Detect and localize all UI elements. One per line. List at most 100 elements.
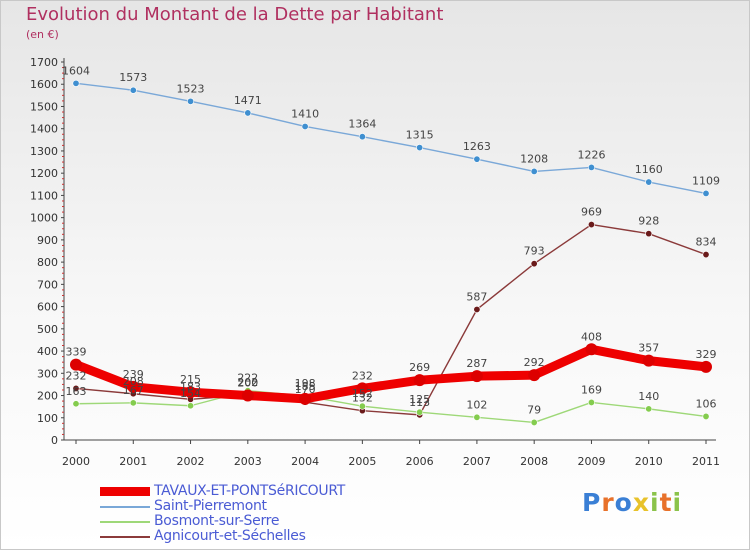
legend-item-saint-pierremont[interactable]: Saint-Pierremont [100, 498, 420, 514]
y-tick-label: 1400 [30, 123, 58, 136]
data-label: 232 [352, 369, 373, 382]
y-minor-tick [62, 206, 64, 208]
y-tick-label: 200 [37, 390, 58, 403]
y-minor-tick [62, 333, 64, 335]
data-point [72, 400, 80, 408]
series-line [71, 344, 711, 404]
data-point [244, 109, 252, 117]
logo-letter: x [632, 488, 650, 517]
data-point [530, 167, 538, 175]
data-label: 408 [581, 330, 602, 343]
data-label: 113 [409, 396, 430, 409]
legend: TAVAUX-ET-PONTSéRICOURT Saint-Pierremont… [100, 483, 420, 544]
data-point [587, 398, 595, 406]
y-minor-tick [62, 78, 64, 80]
data-point [129, 86, 137, 94]
data-point [358, 133, 366, 141]
data-label: 167 [123, 384, 144, 397]
y-minor-tick [62, 139, 64, 141]
data-point [358, 402, 366, 410]
logo-letter: o [614, 488, 633, 517]
data-label: 1160 [635, 163, 663, 176]
series-line [75, 223, 707, 416]
x-tick-label: 2008 [520, 455, 548, 468]
data-label: 132 [352, 392, 373, 405]
data-point [301, 122, 309, 130]
logo-letter: t [659, 488, 673, 517]
legend-item-agnicourt[interactable]: Agnicourt-et-Séchelles [100, 528, 420, 544]
y-minor-tick [62, 200, 64, 202]
y-minor-tick [62, 433, 64, 435]
data-label: 357 [638, 342, 659, 355]
legend-item-tavaux[interactable]: TAVAUX-ET-PONTSéRICOURT [100, 483, 420, 499]
data-label: 239 [123, 368, 144, 381]
y-minor-tick [62, 161, 64, 163]
data-point [585, 343, 598, 356]
x-tick-label: 2003 [234, 455, 262, 468]
legend-swatch-agnicourt [100, 536, 150, 538]
y-minor-tick [62, 89, 64, 91]
data-label: 928 [638, 215, 659, 228]
data-point [587, 221, 595, 229]
data-label: 202 [237, 376, 258, 389]
y-tick-label: 800 [37, 256, 58, 269]
data-label: 222 [237, 372, 258, 385]
logo-letter: i [672, 488, 683, 517]
y-tick-label: 500 [37, 323, 58, 336]
data-point [72, 384, 80, 392]
data-point [700, 360, 712, 373]
y-minor-tick [62, 322, 64, 324]
y-tick-label: 400 [37, 345, 58, 358]
y-minor-tick [62, 250, 64, 252]
data-label: 1471 [234, 94, 262, 107]
proxiti-logo[interactable]: Proxiti [582, 488, 682, 517]
data-label: 1208 [520, 152, 548, 165]
legend-item-bosmont[interactable]: Bosmont-sur-Serre [100, 513, 420, 529]
data-point [127, 380, 140, 393]
y-minor-tick [62, 144, 64, 146]
y-minor-tick [62, 183, 64, 185]
data-label: 106 [696, 397, 717, 410]
y-minor-tick [62, 67, 64, 69]
data-label: 1109 [692, 174, 720, 187]
legend-label-tavaux: TAVAUX-ET-PONTSéRICOURT [154, 483, 346, 499]
y-minor-tick [62, 400, 64, 402]
data-point [473, 305, 481, 313]
x-tick-label: 2007 [463, 455, 491, 468]
y-tick-label: 1500 [30, 100, 58, 113]
y-tick-label: 100 [37, 412, 58, 425]
data-point [416, 144, 424, 152]
data-label: 200 [237, 377, 258, 390]
y-minor-tick [62, 378, 64, 380]
x-tick-label: 2011 [692, 455, 720, 468]
y-minor-tick [62, 100, 64, 102]
data-label: 1573 [119, 71, 147, 84]
y-minor-tick [62, 122, 64, 124]
y-minor-tick [62, 294, 64, 296]
data-label: 329 [696, 348, 717, 361]
x-tick-label: 2000 [62, 455, 90, 468]
data-label: 152 [352, 387, 373, 400]
data-label: 185 [295, 380, 316, 393]
data-point [72, 79, 80, 87]
data-point [645, 230, 653, 238]
data-label: 183 [180, 380, 201, 393]
y-minor-tick [62, 389, 64, 391]
data-point [187, 97, 195, 105]
logo-letter: P [582, 488, 602, 517]
y-tick-label: 1000 [30, 212, 58, 225]
data-point [129, 399, 137, 407]
x-tick-label: 2005 [348, 455, 376, 468]
y-tick-label: 1700 [30, 56, 58, 69]
y-minor-tick [62, 211, 64, 213]
data-point [473, 155, 481, 163]
data-label: 79 [527, 403, 541, 416]
y-minor-tick [62, 272, 64, 274]
data-point [530, 418, 538, 426]
y-tick-label: 1300 [30, 145, 58, 158]
x-tick-label: 2006 [406, 455, 434, 468]
data-label: 339 [66, 346, 87, 359]
y-minor-tick [62, 345, 64, 346]
y-tick-label: 900 [37, 234, 58, 247]
